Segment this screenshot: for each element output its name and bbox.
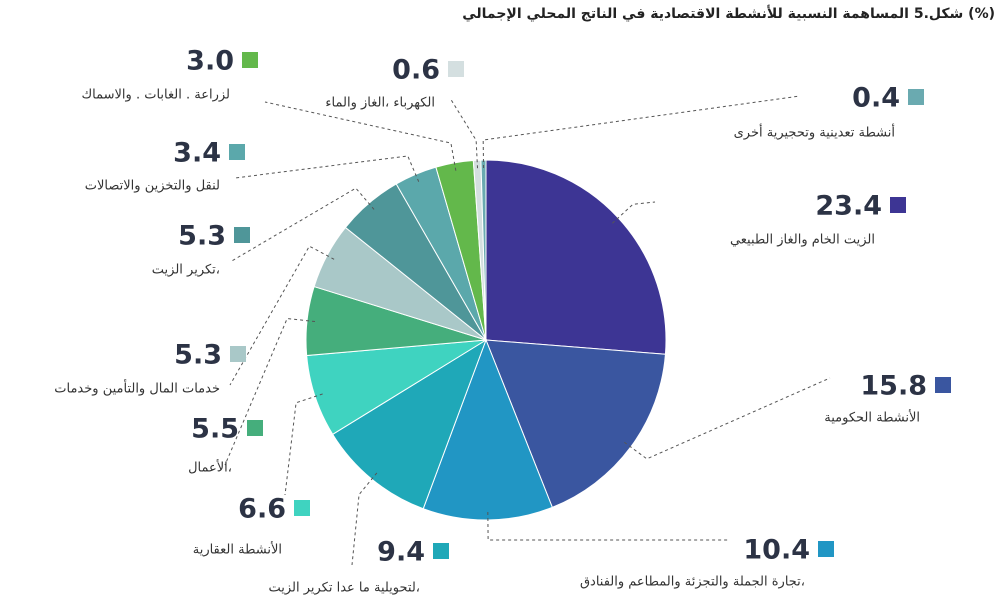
legend-swatch — [908, 89, 924, 105]
legend-swatch — [230, 346, 246, 362]
value-label: 9.4 — [377, 537, 425, 568]
value-label: 5.3 — [178, 221, 226, 252]
value-label: 0.4 — [852, 83, 900, 114]
legend-swatch — [935, 377, 951, 393]
category-label: لتحويلية ما عدا تكرير الزيت، — [268, 581, 420, 596]
category-label: خدمات المال والتأمين وخدمات — [54, 379, 220, 397]
leader-line — [612, 201, 656, 224]
category-label: الأعمال، — [188, 459, 232, 476]
leader-line — [482, 95, 801, 169]
legend-swatch — [234, 227, 250, 243]
legend-swatch — [448, 61, 464, 77]
category-label: لنقل والتخزين والاتصالات — [85, 179, 220, 194]
category-label: الأنشطة الحكومية — [824, 409, 920, 426]
category-label: الكهرباء ،الغاز والماء — [325, 96, 435, 111]
legend-swatch — [433, 543, 449, 559]
legend-swatch — [294, 500, 310, 516]
leader-line — [284, 393, 323, 496]
value-label: 23.4 — [815, 191, 882, 222]
value-label: 0.6 — [392, 55, 440, 86]
value-label: 5.5 — [191, 414, 239, 445]
leader-line — [224, 317, 316, 466]
leader-line — [449, 97, 479, 169]
leader-line — [351, 472, 378, 566]
chart-title: شكل.5 المساهمة النسبية للأنشطة الاقتصادي… — [462, 5, 995, 22]
legend-swatch — [890, 197, 906, 213]
value-label: 6.6 — [238, 494, 286, 525]
value-label: 5.3 — [174, 340, 222, 371]
leader-line — [234, 155, 420, 182]
category-label: الأنشطة العقارية — [193, 541, 282, 558]
legend-swatch — [818, 541, 834, 557]
legend-swatch — [229, 144, 245, 160]
category-label: تكرير الزيت، — [152, 263, 220, 278]
value-label: 10.4 — [743, 535, 810, 566]
value-label: 3.4 — [173, 138, 221, 169]
value-label: 3.0 — [186, 46, 234, 77]
category-label: تجارة الجملة والتجزئة والمطاعم والفنادق، — [580, 575, 805, 590]
category-label: الزيت الخام والغاز الطبيعي — [730, 233, 875, 248]
value-label: 15.8 — [860, 371, 927, 402]
legend-swatch — [242, 52, 258, 68]
pie-slice — [485, 159, 667, 355]
category-label: أنشطة تعدينية وتحجيرية أخرى — [734, 124, 895, 141]
leader-line — [264, 101, 457, 171]
category-label: لزراعة . الغابات . والاسماك — [81, 88, 230, 103]
legend-swatch — [247, 420, 263, 436]
leader-line — [229, 245, 335, 386]
